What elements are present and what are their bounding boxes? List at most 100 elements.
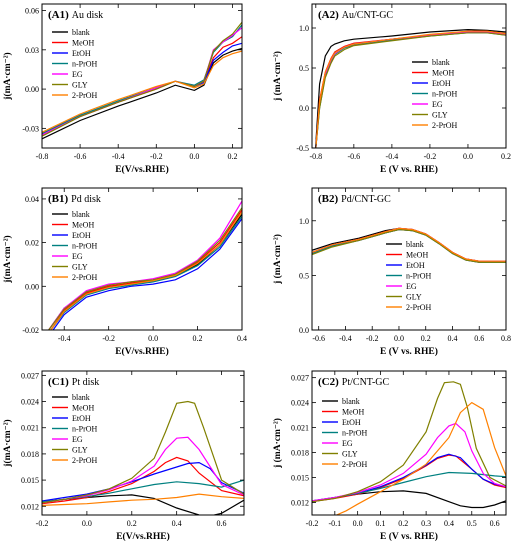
- y-tick-label: 0.015: [291, 474, 309, 483]
- x-tick-label: 0.6: [490, 519, 500, 528]
- y-tick-label: 0.024: [291, 399, 309, 408]
- series-line-meoh: [42, 456, 244, 505]
- series-line-blank: [315, 28, 506, 145]
- panel-a2: -0.8 -0.6 -0.4 -0.2 0.0 0.2 -0.5 0.0 0.5 1.0 E (V …: [272, 3, 511, 175]
- legend-label-2-proh: 2-PrOH: [406, 303, 432, 312]
- legend-label-etoh: EtOH: [72, 231, 91, 240]
- legend-label-eg: EG: [342, 439, 353, 448]
- y-tick-label: 0.027: [291, 374, 309, 383]
- legend-label-gly: GLY: [72, 446, 88, 455]
- legend-label-eg: EG: [406, 282, 417, 291]
- x-axis-label: E(V/vs.RHE): [115, 164, 169, 175]
- y-tick-label: 0.0: [299, 104, 309, 113]
- legend-label-eg: EG: [72, 70, 83, 79]
- y-axis-label: j(mA·cm⁻²): [2, 419, 13, 467]
- x-tick-label: -0.2: [36, 519, 49, 528]
- y-tick-label: 0.018: [21, 450, 39, 459]
- x-tick-label: 0.0: [82, 519, 92, 528]
- legend-label-meoh: MeOH: [406, 251, 428, 260]
- legend-label-n-proh: n-PrOH: [432, 90, 458, 99]
- series-line-gly: [312, 228, 506, 263]
- y-tick-label: 0.018: [291, 449, 309, 458]
- y-tick-label: 0.015: [21, 476, 39, 485]
- legend-label-blank: blank: [342, 397, 360, 406]
- series-line-2-proh: [312, 227, 506, 262]
- series-line-2-proh: [50, 211, 242, 330]
- x-tick-label: 0.3: [421, 519, 431, 528]
- legend-label-2-proh: 2-PrOH: [72, 456, 98, 465]
- panel-id: (A2): [318, 9, 339, 21]
- series-line-eg: [312, 422, 506, 502]
- series-line-gly: [42, 21, 242, 137]
- legend-label-meoh: MeOH: [432, 69, 454, 78]
- panel-name: Au/CNT-GC: [342, 10, 394, 21]
- series-group: [315, 28, 506, 148]
- legend-label-gly: GLY: [72, 81, 88, 90]
- legend-label-meoh: MeOH: [72, 39, 94, 48]
- y-tick-label: -0.02: [22, 326, 39, 335]
- legend-label-n-proh: n-PrOH: [72, 242, 98, 251]
- series-group: [312, 227, 506, 263]
- y-tick-label: 0.02: [25, 239, 39, 248]
- panel-id: (C1): [48, 376, 69, 388]
- x-tick-label: -0.2: [150, 152, 163, 161]
- plot-frame: [311, 3, 507, 149]
- series-group: [42, 21, 242, 140]
- y-tick-label: 0.021: [21, 424, 39, 433]
- y-tick-label: 0.04: [25, 195, 39, 204]
- x-tick-label: 0.2: [127, 519, 137, 528]
- x-tick-label: -0.8: [309, 152, 322, 161]
- x-tick-label: 0.2: [501, 152, 511, 161]
- x-tick-label: 0.4: [237, 334, 247, 343]
- y-tick-label: 0.03: [25, 46, 39, 55]
- y-tick-label: 0.021: [291, 424, 309, 433]
- x-tick-label: 0.2: [193, 334, 203, 343]
- x-tick-label: 0.0: [463, 152, 473, 161]
- x-tick-label: -0.6: [74, 152, 87, 161]
- y-tick-label: -0.5: [296, 144, 309, 153]
- series-line-etoh: [42, 461, 244, 502]
- x-tick-label: 0.4: [447, 334, 457, 343]
- legend-label-meoh: MeOH: [72, 221, 94, 230]
- x-tick-label: 0.8: [501, 334, 511, 343]
- legend-label-blank: blank: [72, 210, 90, 219]
- x-tick-label: -0.1: [328, 519, 341, 528]
- y-tick-label: 0.5: [299, 271, 309, 280]
- series-line-gly: [42, 400, 244, 504]
- panel-title: (C1) Pt disk: [48, 376, 99, 388]
- series-line-2-proh: [42, 50, 242, 133]
- legend-label-n-proh: n-PrOH: [342, 429, 368, 438]
- panel-title: (A2) Au/CNT-GC: [318, 9, 393, 21]
- legend-label-2-proh: 2-PrOH: [432, 121, 458, 130]
- x-tick-label: 0.0: [394, 334, 404, 343]
- series-group: [48, 200, 242, 330]
- y-tick-label: -0.03: [22, 124, 39, 133]
- panel-id: (A1): [48, 9, 69, 21]
- legend-label-eg: EG: [72, 252, 83, 261]
- y-axis-label: j (mA·cm⁻²): [272, 234, 283, 285]
- y-tick-label: 0.00: [25, 85, 39, 94]
- plot-frame: [311, 370, 507, 516]
- panel-name: Au disk: [72, 10, 103, 21]
- series-line-blank: [312, 490, 506, 509]
- legend-label-n-proh: n-PrOH: [406, 272, 432, 281]
- panel-title: (B1) Pd disk: [48, 193, 101, 205]
- panel-id: (C2): [318, 376, 339, 388]
- legend-label-gly: GLY: [406, 293, 422, 302]
- panel-name: Pd disk: [71, 194, 101, 205]
- x-tick-label: 0.4: [444, 519, 454, 528]
- x-axis-label: E(V/vs.RHE): [115, 346, 169, 357]
- legend-label-n-proh: n-PrOH: [72, 60, 98, 69]
- panel-c2: -0.2 -0.1 0.0 0.1 0.2 0.3 0.4 0.5 0.6 0.012 0.015 0…: [272, 370, 507, 542]
- y-tick-label: 0.5: [299, 64, 309, 73]
- y-tick-label: 0.012: [21, 502, 39, 511]
- panel-a1: -0.8 -0.6 -0.4 -0.2 0.0 0.2 -0.03 0.00 0.03 0.06 E…: [2, 3, 243, 175]
- legend-label-n-proh: n-PrOH: [72, 425, 98, 434]
- panel-c1: -0.2 0.0 0.2 0.4 0.6 0.012 0.015 0.018 0.021 0.02…: [2, 370, 245, 542]
- legend-label-meoh: MeOH: [72, 404, 94, 413]
- x-tick-label: 0.0: [353, 519, 363, 528]
